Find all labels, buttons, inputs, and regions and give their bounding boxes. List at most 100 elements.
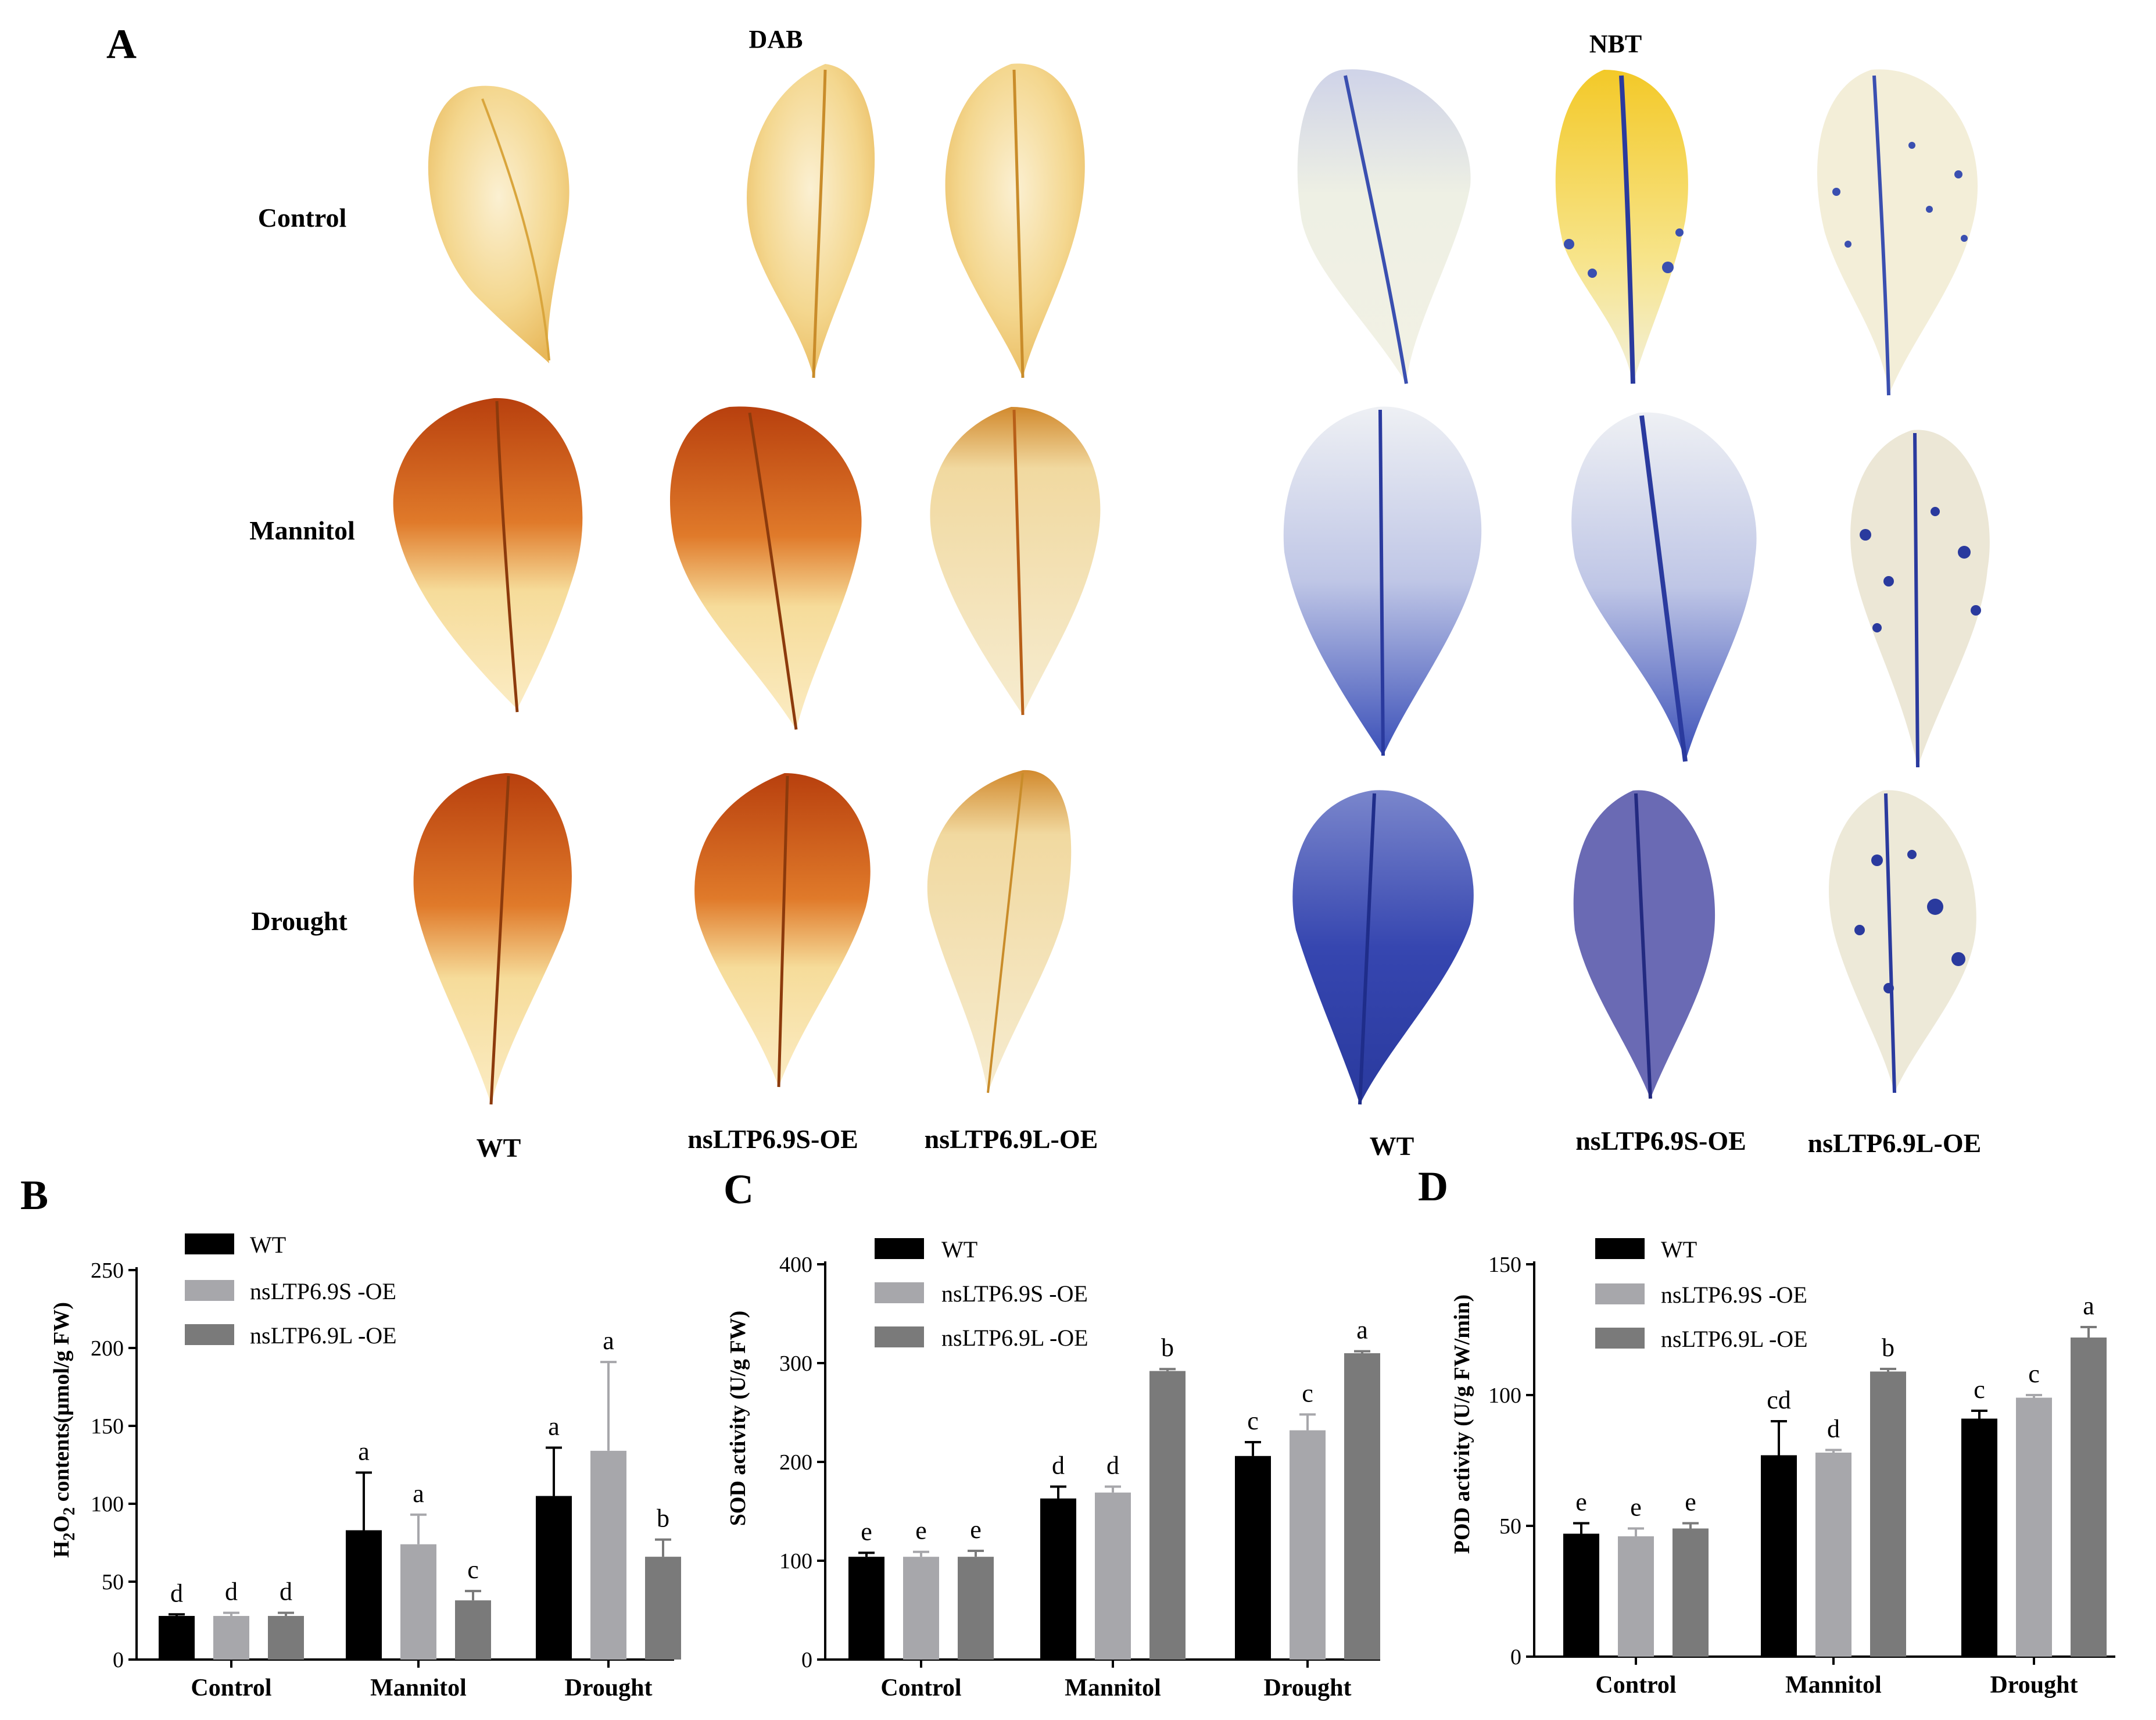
bar — [213, 1615, 249, 1660]
dab-leaf-drought-wt — [413, 773, 572, 1105]
significance-label: a — [603, 1326, 614, 1355]
significance-label: e — [861, 1517, 872, 1546]
significance-label: a — [2083, 1292, 2094, 1320]
legend-swatch-s — [1595, 1283, 1645, 1304]
legend-swatch-l — [1595, 1328, 1645, 1349]
x-tick-label: Control — [880, 1675, 961, 1701]
significance-label: d — [1052, 1451, 1065, 1480]
bar — [268, 1615, 304, 1660]
x-tick-label: Mannitol — [1065, 1675, 1161, 1701]
y-tick-label: 0 — [1510, 1645, 1521, 1669]
panel-c: C 0 100 200 300 400 Control Mannitol Drought e d c… — [724, 1166, 1380, 1701]
significance-label: b — [1882, 1333, 1894, 1362]
x-tick-label: Drought — [1990, 1672, 2078, 1698]
x-tick-label: Control — [1595, 1672, 1676, 1698]
legend-swatch-wt — [875, 1238, 924, 1259]
bar — [1095, 1492, 1131, 1660]
significance-label: a — [548, 1413, 560, 1441]
y-tick-label: 250 — [91, 1258, 124, 1283]
ylabel-b: H2O2 contents(μmol/g FW) — [49, 1302, 78, 1558]
ylabel-c: SOD activity (U/g FW) — [726, 1311, 750, 1526]
bar — [536, 1496, 572, 1660]
significance-label: a — [358, 1437, 370, 1465]
legend-label-wt: WT — [1661, 1236, 1697, 1263]
legend-c: WT nsLTP6.9S -OE nsLTP6.9L -OE — [875, 1236, 1088, 1351]
significance-label: b — [657, 1504, 669, 1533]
bar — [1761, 1455, 1797, 1657]
bar — [1870, 1371, 1906, 1657]
bar — [958, 1557, 994, 1660]
legend-swatch-s — [185, 1280, 234, 1301]
col-label-nbt-l: nsLTP6.9L-OE — [1808, 1128, 1982, 1158]
x-tick-label: Mannitol — [370, 1675, 467, 1701]
significance-label: e — [1575, 1488, 1587, 1517]
bar — [848, 1557, 884, 1660]
significance-label: a — [413, 1479, 424, 1508]
y-tick-label: 150 — [91, 1414, 124, 1439]
significance-label: e — [970, 1515, 982, 1544]
y-tick-label: 100 — [1488, 1383, 1521, 1408]
nbt-leaf-images — [1283, 69, 1990, 1105]
dab-leaf-mannitol-s — [669, 406, 862, 730]
legend-label-wt: WT — [250, 1232, 286, 1258]
dab-leaf-control-wt — [428, 85, 570, 363]
bar — [1672, 1528, 1709, 1657]
bar — [1235, 1456, 1271, 1660]
panel-d: D 0 50 100 150 Control Mannitol Drought e cd c e d c… — [1418, 1163, 2115, 1698]
panel-label-b: B — [20, 1172, 48, 1218]
chart-b: 0 50 100 150 200 250 Control Mannitol Drought d a a… — [91, 1258, 681, 1701]
row-label-drought: Drought — [251, 906, 348, 936]
x-tick-label: Drought — [1264, 1675, 1352, 1701]
row-label-mannitol: Mannitol — [249, 516, 354, 545]
panel-label-d: D — [1418, 1163, 1448, 1210]
bar — [1961, 1418, 1997, 1657]
dab-leaf-drought-s — [694, 773, 871, 1088]
nbt-leaf-mannitol-l — [1850, 430, 1990, 768]
significance-label: d — [280, 1578, 292, 1606]
nbt-leaf-mannitol-s — [1571, 412, 1757, 762]
y-tick-label: 0 — [113, 1648, 124, 1672]
significance-label: b — [1161, 1333, 1174, 1362]
row-label-control: Control — [258, 203, 347, 233]
significance-label: c — [2028, 1360, 2040, 1388]
significance-label: e — [1685, 1488, 1696, 1517]
y-tick-label: 150 — [1488, 1253, 1521, 1277]
x-tick-label: Control — [191, 1675, 271, 1701]
y-tick-label: 300 — [779, 1351, 812, 1376]
col-label-dab-l: nsLTP6.9L-OE — [925, 1124, 1098, 1154]
bar — [1149, 1371, 1186, 1660]
significance-label: cd — [1767, 1386, 1791, 1414]
significance-label: d — [225, 1578, 238, 1606]
bar — [1290, 1430, 1326, 1660]
dab-header: DAB — [749, 25, 803, 53]
dab-leaf-control-l — [945, 63, 1085, 378]
chart-d: 0 50 100 150 Control Mannitol Drought e cd c e d c e b… — [1488, 1253, 2115, 1698]
bar — [346, 1530, 382, 1660]
bar — [400, 1544, 436, 1660]
significance-label: d — [170, 1579, 183, 1607]
significance-label: d — [1827, 1415, 1840, 1443]
y-tick-label: 200 — [91, 1336, 124, 1361]
nbt-leaf-drought-wt — [1292, 790, 1474, 1105]
legend-b: WT nsLTP6.9S -OE nsLTP6.9L -OE — [185, 1232, 397, 1349]
bar — [1563, 1533, 1599, 1657]
chart-c: 0 100 200 300 400 Control Mannitol Drought e d c e d… — [779, 1253, 1380, 1701]
bar — [159, 1615, 195, 1660]
legend-label-l: nsLTP6.9L -OE — [1661, 1326, 1808, 1352]
bar — [645, 1557, 681, 1660]
nbt-leaf-mannitol-wt — [1283, 406, 1482, 756]
nbt-leaf-drought-s — [1573, 790, 1716, 1099]
bar — [2016, 1397, 2052, 1657]
panel-a: A DAB NBT Control Mannitol Drought — [106, 21, 1990, 1163]
legend-swatch-wt — [185, 1233, 234, 1254]
dab-leaf-control-s — [747, 64, 875, 378]
significance-label: c — [467, 1555, 479, 1584]
significance-label: c — [1302, 1379, 1313, 1407]
y-tick-label: 0 — [801, 1648, 812, 1672]
legend-d: WT nsLTP6.9S -OE nsLTP6.9L -OE — [1595, 1236, 1808, 1352]
y-tick-label: 400 — [779, 1253, 812, 1277]
x-tick-label: Drought — [565, 1675, 653, 1701]
col-label-nbt-wt: WT — [1370, 1131, 1414, 1161]
bar — [1040, 1498, 1076, 1660]
